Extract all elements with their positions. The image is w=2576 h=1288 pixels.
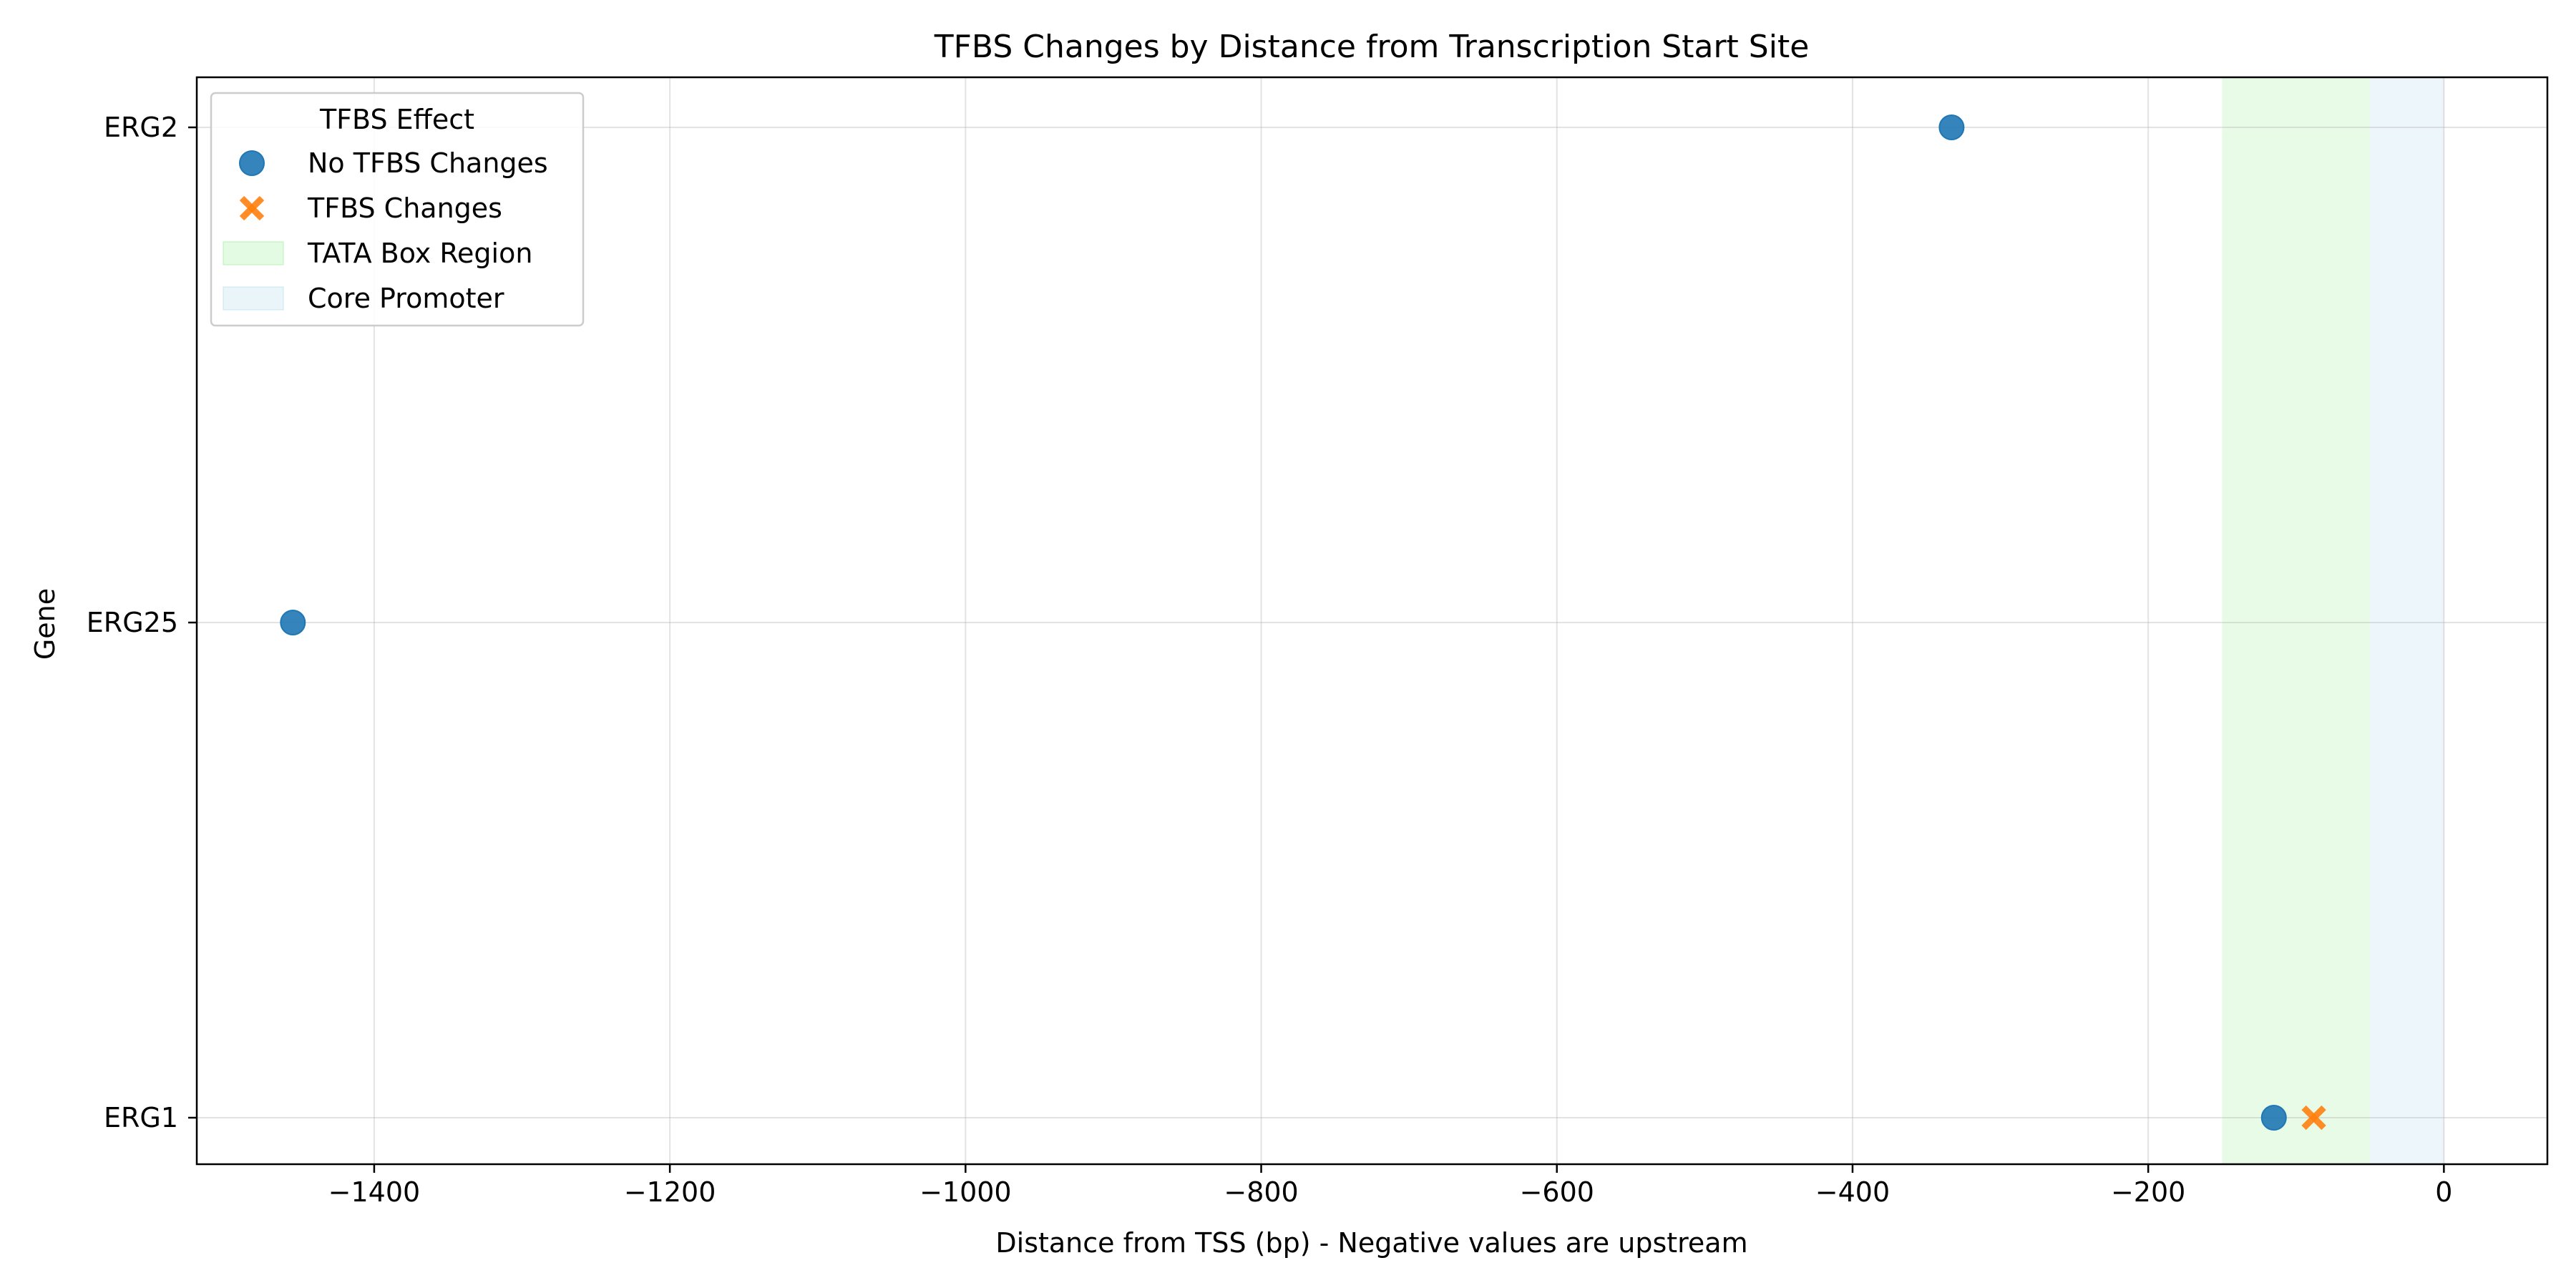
legend-box	[210, 92, 585, 327]
x-tick-label: −1400	[328, 1176, 421, 1208]
legend-label: No TFBS Changes	[308, 147, 548, 179]
legend: TFBS Effect No TFBS Changes TFBS Changes TA…	[210, 92, 585, 327]
y-axis-ticks: ERG2 ERG25 ERG1	[87, 112, 197, 1133]
no-change-point-erg2	[1938, 114, 1965, 140]
x-tick-label: −1000	[919, 1176, 1012, 1208]
legend-entry-no-tfbs-changes: No TFBS Changes	[239, 147, 548, 179]
x-tick-label: −400	[1815, 1176, 1890, 1208]
x-tick-label: 0	[2435, 1176, 2452, 1208]
chart-title: TFBS Changes by Distance from Transcript…	[934, 29, 1810, 65]
x-axis-ticks: −1400 −1200 −1000 −800 −600 −400 −200 0	[328, 1164, 2452, 1208]
plot-area-frame	[195, 76, 2549, 1166]
no-change-point-erg1	[2260, 1105, 2287, 1131]
region-core-promoter	[2370, 77, 2444, 1164]
legend-label: TATA Box Region	[307, 238, 532, 269]
legend-marker-circle	[239, 150, 265, 176]
y-tick-label-erg2: ERG2	[104, 112, 178, 143]
x-tick-label: −800	[1224, 1176, 1298, 1208]
x-tick-label: −200	[2111, 1176, 2185, 1208]
legend-entry-tata-box-region: TATA Box Region	[223, 238, 532, 269]
legend-entry-core-promoter: Core Promoter	[223, 283, 504, 314]
legend-entry-tfbs-changes: TFBS Changes	[239, 192, 502, 224]
legend-label: TFBS Changes	[307, 192, 502, 224]
x-tick-label: −1200	[624, 1176, 716, 1208]
legend-marker-x	[239, 195, 265, 221]
y-tick-label-erg25: ERG25	[87, 607, 178, 638]
grid-lines	[197, 77, 2547, 1164]
x-axis-label: Distance from TSS (bp) - Negative values…	[995, 1227, 1747, 1259]
data-points	[280, 114, 2326, 1131]
legend-swatch	[223, 286, 284, 311]
y-tick-label-erg1: ERG1	[104, 1102, 178, 1133]
region-tata-box-region	[2222, 77, 2371, 1164]
x-tick-label: −600	[1520, 1176, 1594, 1208]
y-axis-label: Gene	[29, 588, 61, 660]
legend-swatch	[223, 241, 284, 265]
legend-title: TFBS Effect	[319, 104, 474, 135]
shaded-regions	[2222, 77, 2444, 1164]
tfbs-change-point-erg1	[2301, 1105, 2326, 1131]
legend-label: Core Promoter	[308, 283, 504, 314]
no-change-point-erg25	[280, 610, 306, 635]
